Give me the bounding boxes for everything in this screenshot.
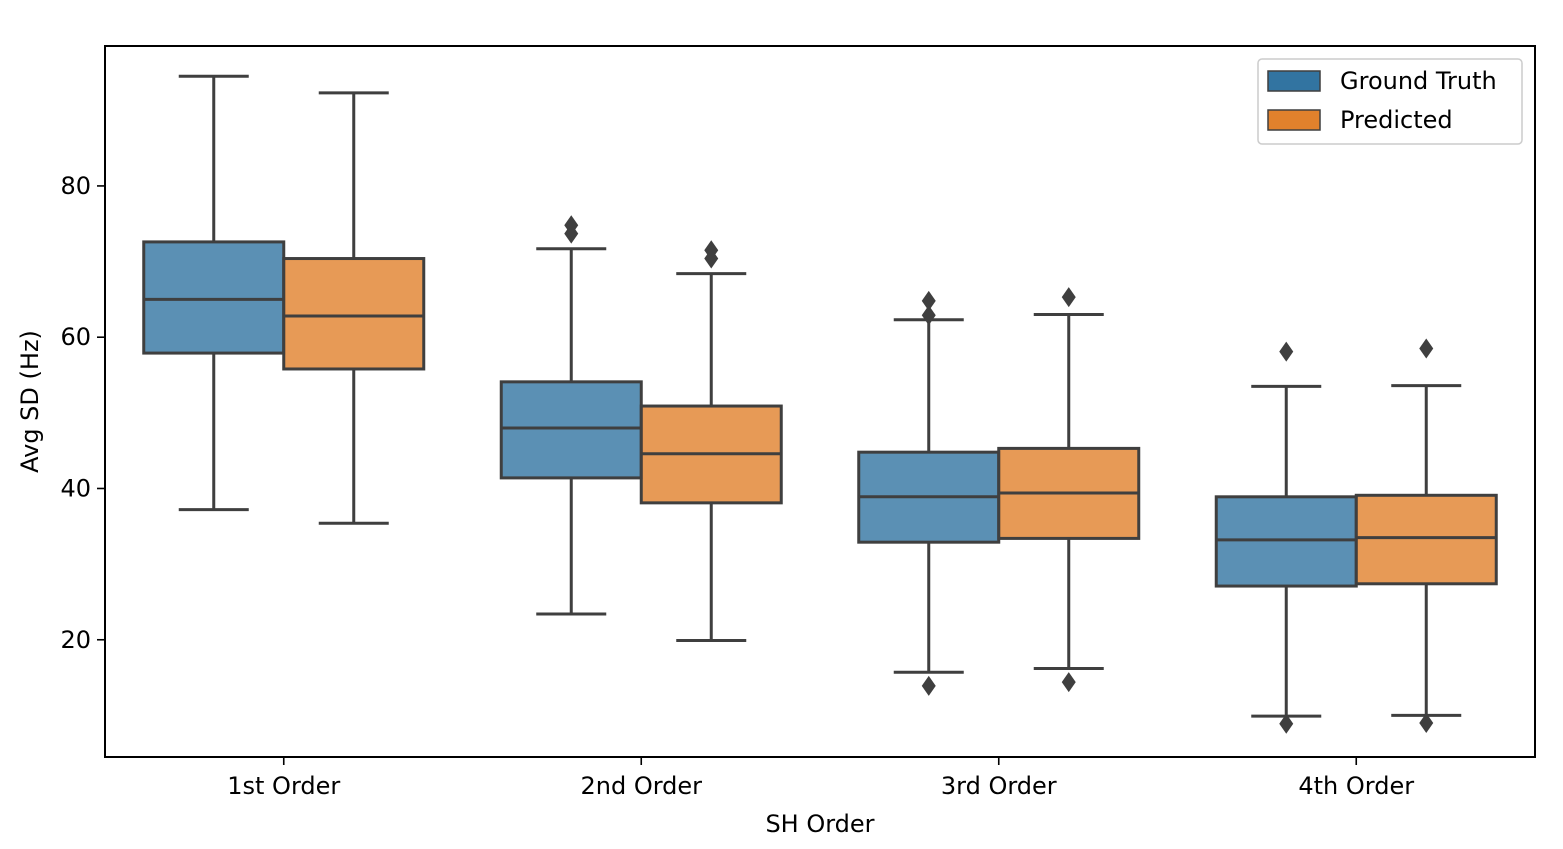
y-tick-label: 60 (60, 323, 91, 351)
legend: Ground Truth Predicted (1257, 58, 1523, 145)
legend-frame (1257, 58, 1523, 145)
outlier-point (921, 675, 936, 696)
outlier-point (1279, 713, 1294, 734)
x-axis: 1st Order 2nd Order 3rd Order 4th Order (227, 757, 1414, 800)
y-axis-label: Avg SD (Hz) (16, 330, 44, 473)
iqr-box (142, 240, 286, 355)
iqr-box (1214, 495, 1358, 588)
box-predicted-4 (1354, 338, 1498, 733)
iqr-box (499, 380, 643, 480)
y-tick-label: 40 (60, 474, 91, 502)
iqr-box (282, 257, 426, 371)
legend-swatch (1267, 109, 1321, 131)
box-ground-truth-1 (142, 74, 286, 512)
y-axis: 20 40 60 80 (60, 172, 105, 654)
outlier-point (1061, 287, 1076, 308)
x-tick-label: 3rd Order (941, 772, 1057, 800)
legend-swatch (1267, 70, 1321, 92)
box-predicted-2 (639, 240, 783, 643)
legend-label: Predicted (1340, 106, 1453, 134)
x-tick-label: 1st Order (227, 772, 340, 800)
iqr-box (1354, 493, 1498, 586)
box-ground-truth-3 (857, 290, 1001, 696)
outlier-point (564, 215, 579, 236)
box-predicted-1 (282, 91, 426, 525)
legend-label: Ground Truth (1340, 67, 1497, 95)
x-axis-label: SH Order (765, 810, 874, 838)
plot-frame (104, 45, 1536, 758)
x-tick-label: 4th Order (1298, 772, 1414, 800)
outlier-point (1061, 672, 1076, 693)
outlier-point (921, 305, 936, 326)
y-tick-label: 20 (60, 626, 91, 654)
x-tick-label: 2nd Order (580, 772, 702, 800)
outlier-point (1419, 712, 1434, 733)
y-tick-label: 80 (60, 172, 91, 200)
outlier-point (921, 290, 936, 311)
boxes-layer (142, 74, 1498, 734)
box-ground-truth-2 (499, 215, 643, 616)
outlier-point (704, 240, 719, 261)
outlier-point (1419, 338, 1434, 359)
outlier-point (1279, 341, 1294, 362)
box-predicted-3 (997, 287, 1141, 693)
box-ground-truth-4 (1214, 341, 1358, 734)
